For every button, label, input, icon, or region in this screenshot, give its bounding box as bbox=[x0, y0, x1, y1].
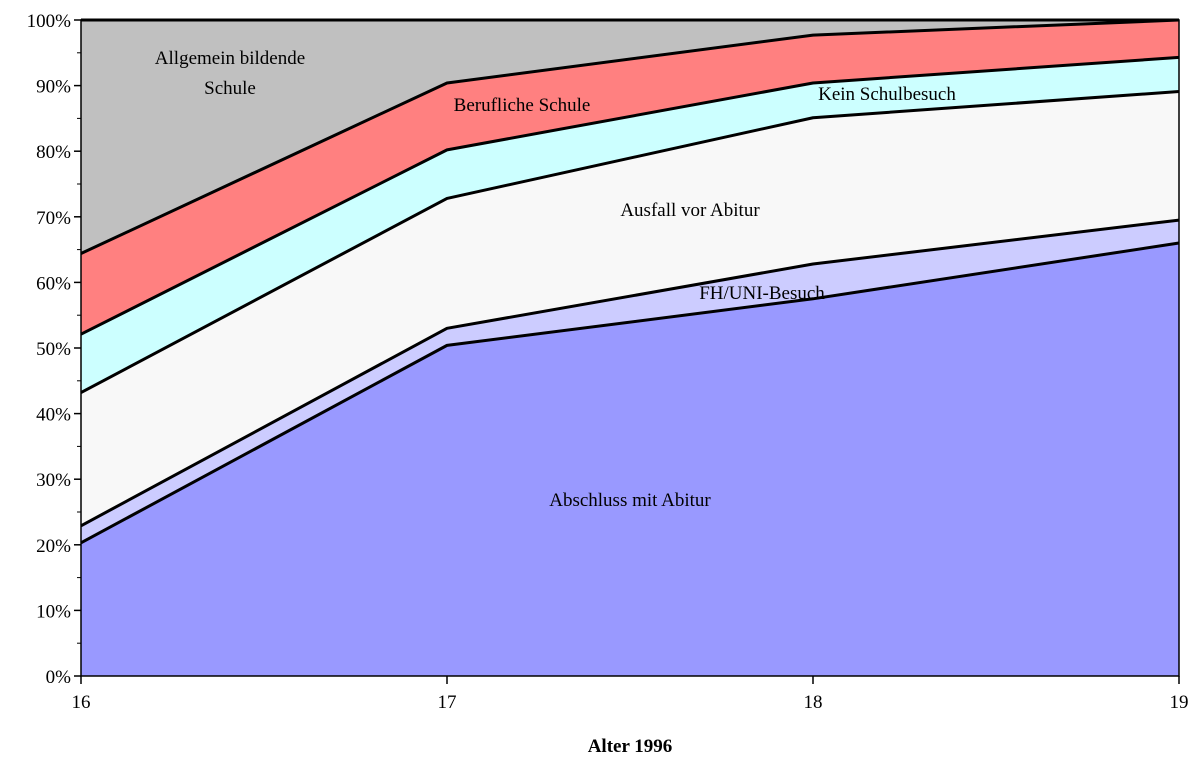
area-layers bbox=[80, 18, 1180, 677]
y-tick-label: 70% bbox=[36, 208, 71, 229]
area-annotations: Allgemein bildende Schule Berufliche Schul… bbox=[155, 48, 957, 511]
boundary-line-fh-uni-besuch bbox=[80, 218, 1180, 528]
area-label-ausfall-vor-abitur: Ausfall vor Abitur bbox=[620, 200, 760, 221]
x-axis-title: Alter 1996 bbox=[588, 736, 673, 757]
area-fh-uni-besuch bbox=[81, 220, 1179, 543]
boundary-line-kein-schulbesuch bbox=[80, 55, 1180, 336]
area-abschluss-mit-abitur bbox=[81, 243, 1179, 677]
y-tick-label: 40% bbox=[36, 405, 71, 426]
area-label-abschluss-mit-abitur: Abschluss mit Abitur bbox=[549, 490, 711, 511]
y-tick-label: 100% bbox=[27, 11, 72, 32]
axes: 0% 10% 20% 30% 40% 50% 60% 70% 80% 90% 100% 16 17 18 1… bbox=[27, 11, 1189, 713]
boundary-line-ausfall-vor-abitur bbox=[80, 90, 1180, 394]
y-tick-label: 30% bbox=[36, 470, 71, 491]
area-label-fh-uni-besuch: FH/UNI-Besuch bbox=[699, 283, 825, 304]
area-allgemein-bildende-schule bbox=[81, 20, 1179, 254]
y-tick-label: 20% bbox=[36, 536, 71, 557]
boundary-line-abschluss-mit-abitur bbox=[80, 241, 1180, 545]
y-tick-label: 80% bbox=[36, 142, 71, 163]
y-tick-label: 60% bbox=[36, 273, 71, 294]
x-tick-label: 19 bbox=[1170, 692, 1189, 713]
y-tick-label: 0% bbox=[46, 667, 72, 688]
x-tick-label: 18 bbox=[804, 692, 823, 713]
y-tick-label: 50% bbox=[36, 339, 71, 360]
area-label-allgemein-bildende-schule: Allgemein bildende Schule bbox=[155, 48, 305, 99]
y-tick-label: 10% bbox=[36, 601, 71, 622]
x-tick-label: 16 bbox=[72, 692, 91, 713]
x-tick-label: 17 bbox=[438, 692, 457, 713]
y-tick-label: 90% bbox=[36, 77, 71, 98]
boundary-line-berufliche-schule bbox=[80, 18, 1180, 255]
area-berufliche-schule bbox=[81, 20, 1179, 335]
area-label-berufliche-schule: Berufliche Schule bbox=[454, 95, 591, 116]
area-ausfall-vor-abitur bbox=[81, 91, 1179, 526]
area-label-kein-schulbesuch: Kein Schulbesuch bbox=[818, 84, 956, 105]
